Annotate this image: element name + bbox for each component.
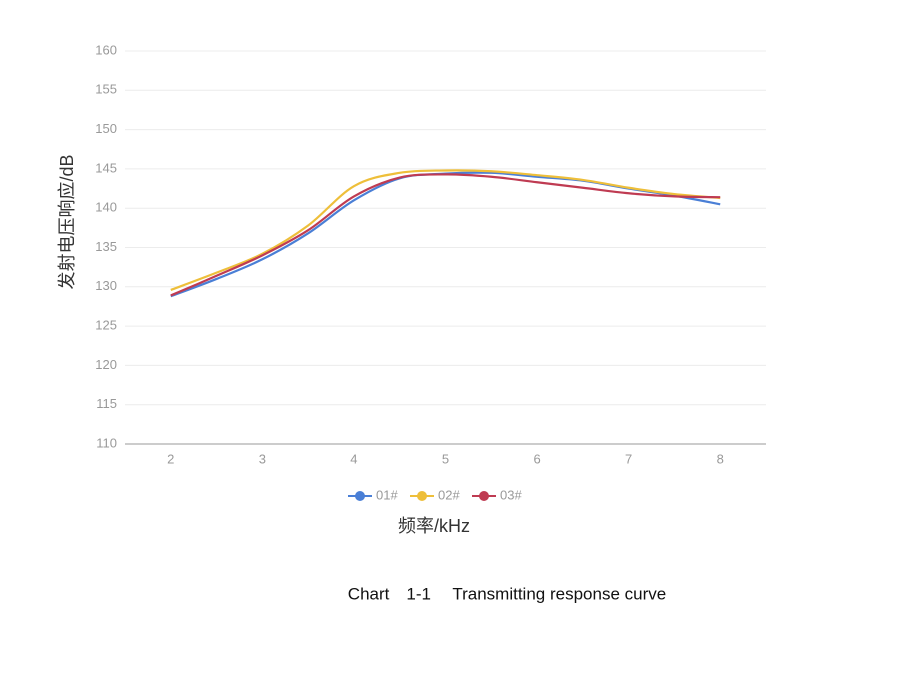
x-axis-title: 频率/kHz [398,516,470,536]
x-tick-label: 3 [259,451,266,466]
x-tick-label: 2 [167,451,174,466]
legend-marker [355,491,365,501]
y-tick-label: 145 [95,160,117,175]
y-tick-label: 120 [95,357,117,372]
y-tick-label: 110 [96,435,117,450]
y-tick-label: 125 [95,318,117,333]
x-tick-label: 7 [625,451,632,466]
x-tick-label: 8 [717,451,724,466]
y-axis-title: 发射电压响应/dB [57,154,77,289]
x-tick-label: 5 [442,451,449,466]
legend-marker [417,491,427,501]
y-tick-label: 150 [95,121,117,136]
y-tick-label: 140 [95,200,117,215]
legend-label: 01# [376,487,398,502]
y-tick-label: 155 [95,82,117,97]
x-tick-label: 4 [350,451,357,466]
legend-label: 02# [438,487,460,502]
legend-label: 03# [500,487,522,502]
series-line [170,171,721,298]
y-tick-label: 115 [96,396,117,411]
x-tick-label: 6 [533,451,540,466]
y-tick-label: 135 [95,239,117,254]
series-line [170,169,721,291]
y-tick-label: 160 [95,42,117,57]
legend-marker [479,491,489,501]
caption: Chart 1-1 Transmitting response curve [348,584,666,603]
series-line [170,173,721,297]
y-tick-label: 130 [95,278,117,293]
